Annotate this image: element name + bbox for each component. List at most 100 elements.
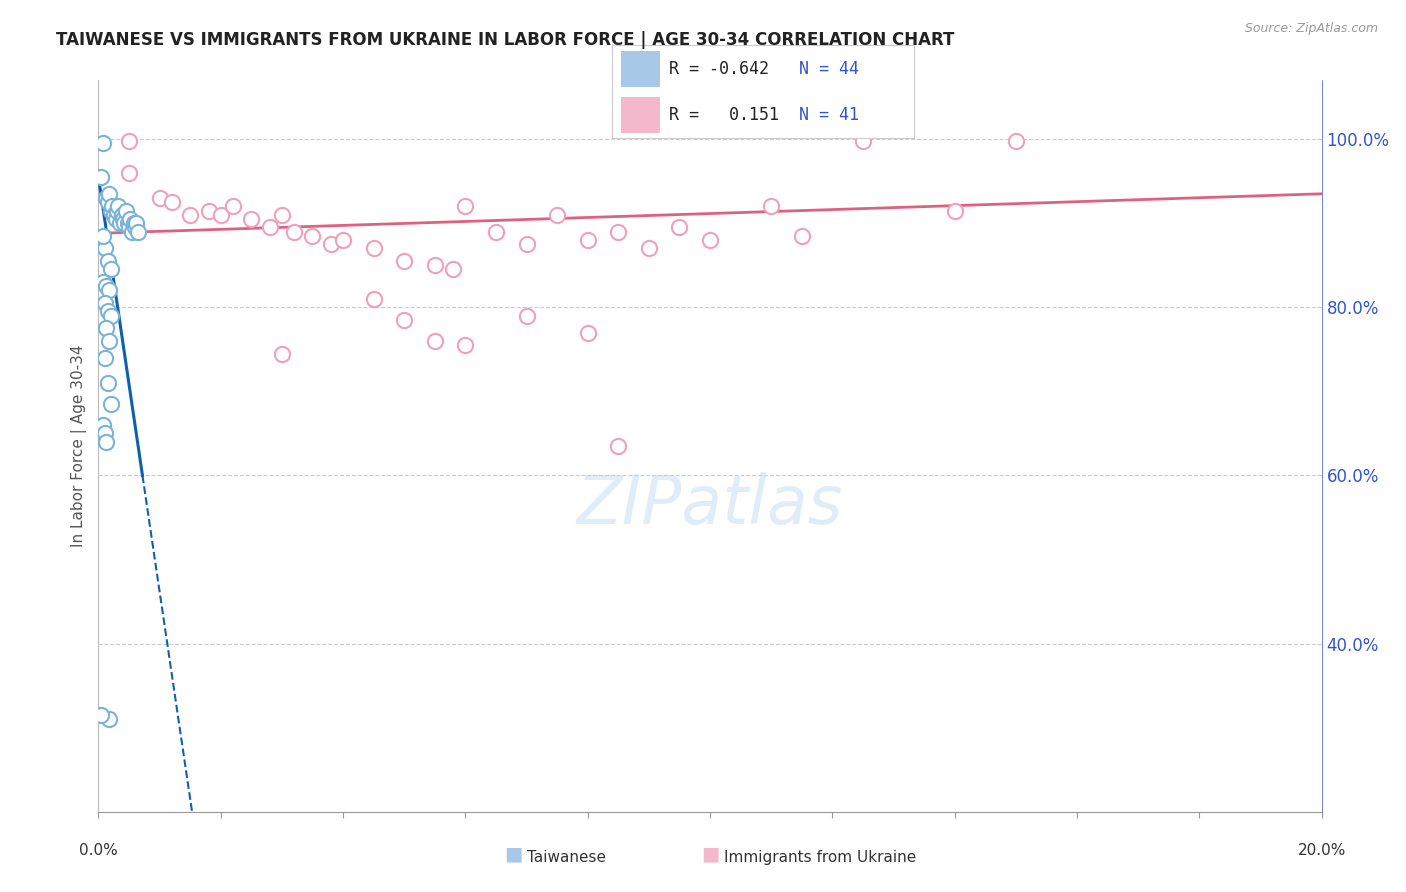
Point (115, 203, 138, 218)
Point (91, 275, 114, 289)
Point (761, 199, 783, 213)
Point (98, 334, 121, 348)
Point (392, 254, 416, 268)
Point (118, 166, 141, 180)
Point (423, 258, 446, 272)
Y-axis label: In Labor Force | Age 30-34: In Labor Force | Age 30-34 (72, 344, 87, 548)
Point (1004, 134, 1026, 148)
Point (668, 220, 690, 235)
Point (118, 220, 141, 235)
Point (270, 208, 294, 222)
Text: ■: ■ (700, 845, 720, 863)
Point (93, 426, 115, 441)
Point (90, 708, 112, 723)
Point (607, 225, 630, 239)
Text: N = 44: N = 44 (799, 60, 859, 78)
Point (392, 313, 416, 327)
Text: Source: ZipAtlas.com: Source: ZipAtlas.com (1244, 22, 1378, 36)
Point (111, 208, 134, 222)
Point (852, 134, 875, 148)
Point (125, 216, 148, 230)
Point (98, 186, 121, 201)
Point (108, 216, 131, 230)
Text: ■: ■ (503, 845, 523, 863)
Point (103, 208, 125, 222)
Point (112, 216, 135, 230)
Point (283, 225, 305, 239)
Point (97, 304, 120, 318)
Bar (620, 51, 659, 87)
Point (97, 195, 120, 210)
Point (93, 351, 115, 365)
Point (124, 220, 146, 235)
Point (100, 309, 122, 323)
Text: 20.0%: 20.0% (1298, 843, 1346, 858)
Point (209, 208, 232, 222)
Point (259, 220, 281, 235)
Point (104, 212, 127, 227)
Point (454, 199, 477, 213)
Point (97, 254, 120, 268)
Point (363, 242, 385, 256)
Point (160, 195, 183, 210)
Point (98, 712, 121, 726)
Point (91, 136, 114, 151)
Point (94, 279, 117, 293)
Text: 0.0%: 0.0% (79, 843, 118, 858)
Point (699, 233, 721, 247)
Point (127, 225, 149, 239)
Point (516, 309, 538, 323)
Bar (620, 97, 659, 133)
Point (117, 216, 139, 230)
Point (546, 208, 568, 222)
Point (100, 262, 122, 277)
Point (91, 417, 114, 432)
Point (107, 199, 129, 213)
Point (93, 242, 115, 256)
Point (91, 228, 114, 243)
Point (98, 284, 121, 298)
Point (93, 296, 115, 310)
Text: ZIPatlas: ZIPatlas (576, 472, 844, 538)
Point (149, 191, 172, 205)
Point (101, 199, 124, 213)
Point (319, 237, 342, 252)
Point (100, 397, 122, 411)
Point (270, 346, 294, 360)
Point (97, 376, 120, 390)
Point (118, 134, 141, 148)
Point (454, 338, 477, 352)
Text: R = -0.642: R = -0.642 (669, 60, 769, 78)
Point (94, 321, 117, 335)
Text: R =   0.151: R = 0.151 (669, 106, 779, 124)
Point (105, 203, 128, 218)
Text: Taiwanese: Taiwanese (527, 850, 606, 865)
Text: N = 41: N = 41 (799, 106, 859, 124)
Point (94, 434, 117, 449)
Point (100, 203, 122, 218)
Point (240, 212, 263, 227)
Point (90, 169, 112, 184)
Point (222, 199, 245, 213)
Point (638, 242, 661, 256)
Point (121, 225, 143, 239)
Point (363, 292, 385, 306)
Point (943, 203, 966, 218)
Point (301, 228, 323, 243)
Point (607, 439, 630, 453)
Point (111, 212, 134, 227)
Point (485, 225, 508, 239)
Point (332, 233, 354, 247)
Point (423, 334, 446, 348)
Point (790, 228, 813, 243)
Point (516, 237, 538, 252)
Point (576, 233, 599, 247)
Point (576, 326, 599, 340)
Text: TAIWANESE VS IMMIGRANTS FROM UKRAINE IN LABOR FORCE | AGE 30-34 CORRELATION CHAR: TAIWANESE VS IMMIGRANTS FROM UKRAINE IN … (56, 31, 955, 49)
Point (122, 216, 145, 230)
Point (120, 212, 142, 227)
Point (197, 203, 219, 218)
Point (94, 191, 117, 205)
Text: Immigrants from Ukraine: Immigrants from Ukraine (724, 850, 917, 865)
Point (441, 262, 464, 277)
